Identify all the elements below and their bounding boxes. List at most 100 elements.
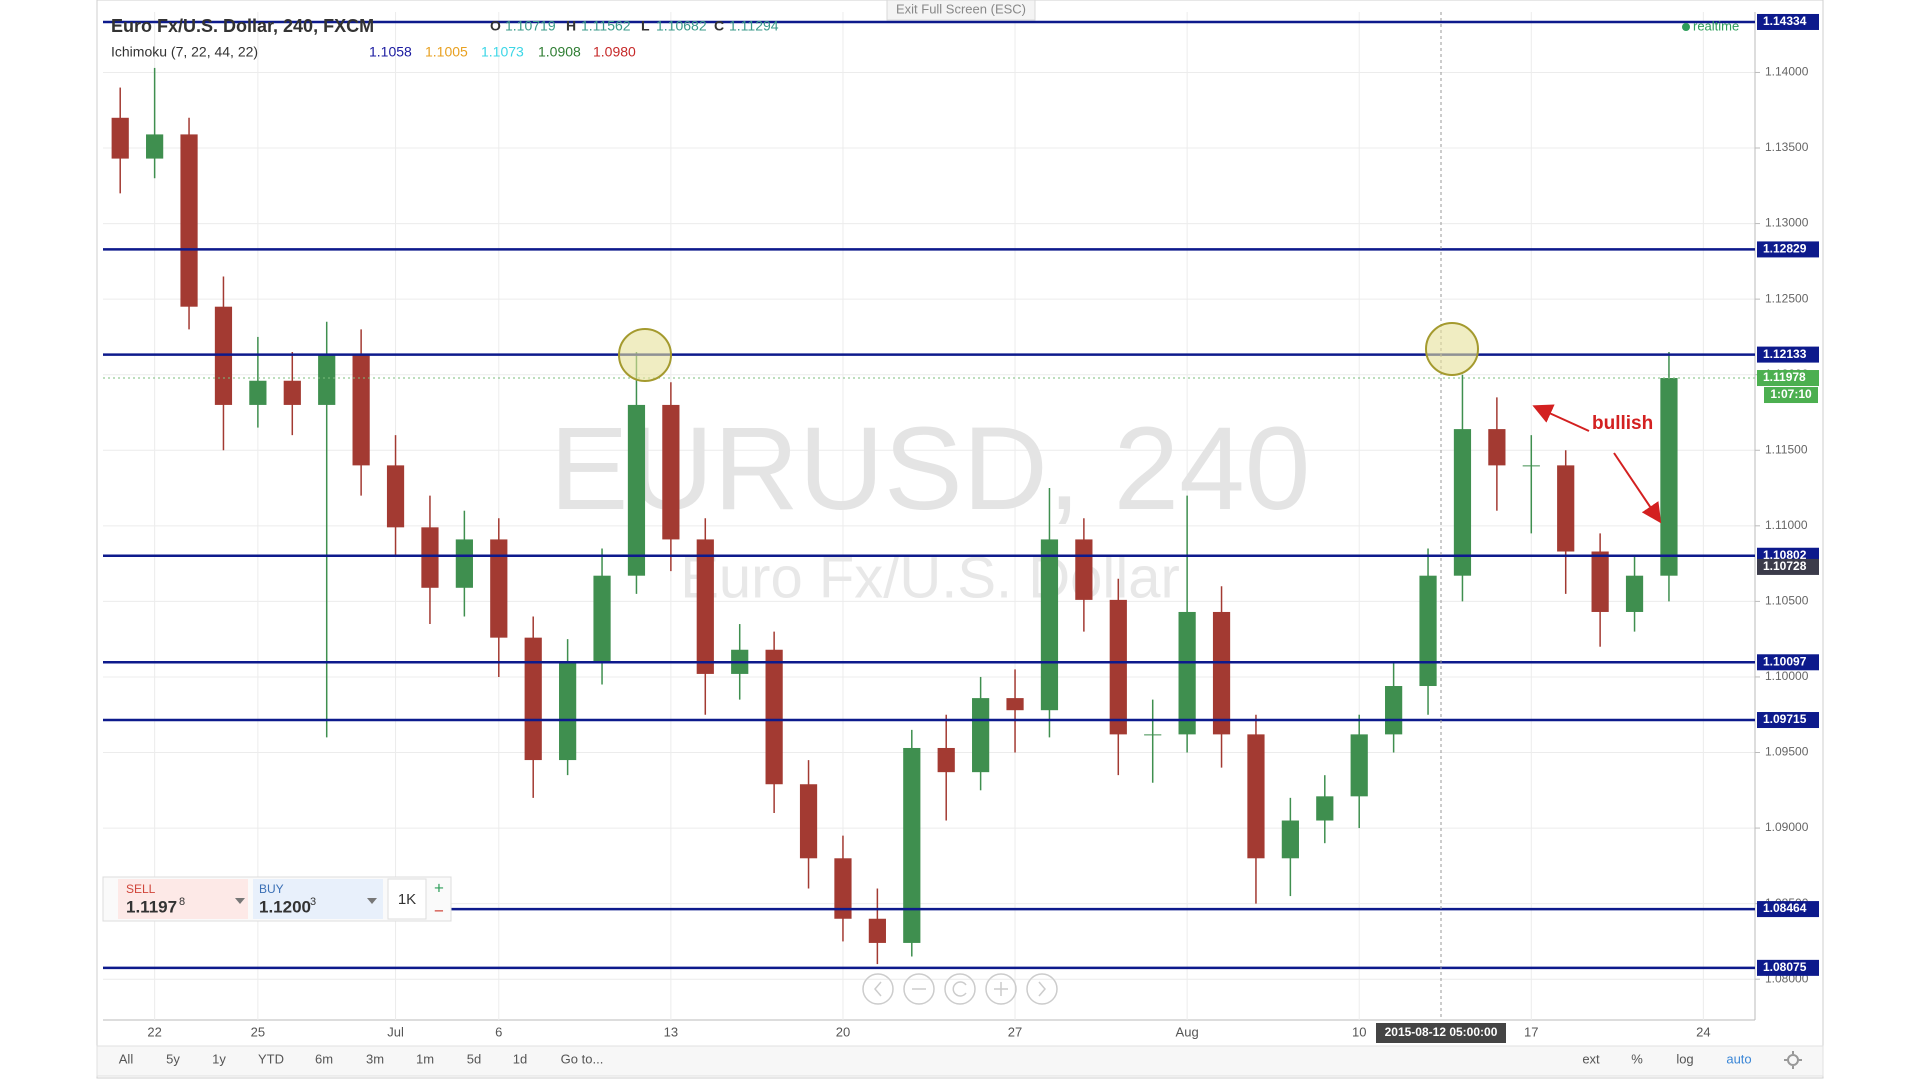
candle-body	[318, 355, 336, 405]
y-tick-label: 1.13500	[1765, 140, 1809, 154]
nav-left[interactable]	[862, 973, 894, 1005]
range-button[interactable]: 5y	[166, 1051, 180, 1066]
x-tick-label: 24	[1696, 1024, 1710, 1039]
range-button[interactable]: All	[119, 1051, 134, 1066]
ohlc-key: L	[641, 18, 650, 34]
zoom-in-icon[interactable]	[994, 982, 1008, 996]
nav-right[interactable]	[1026, 973, 1058, 1005]
x-tick-label: 13	[664, 1024, 678, 1039]
zoom-out[interactable]	[903, 973, 935, 1005]
buy-label[interactable]: BUY	[259, 882, 284, 896]
sell-price[interactable]: 1.1197	[126, 897, 177, 916]
quantity-box[interactable]	[387, 878, 427, 920]
settings-gear-teeth[interactable]	[1784, 1051, 1802, 1069]
reset-icon[interactable]	[952, 981, 967, 997]
candle-body	[1040, 539, 1059, 711]
candle-body	[1488, 429, 1506, 466]
sell-label[interactable]: SELL	[126, 882, 156, 896]
option-button[interactable]: %	[1631, 1051, 1643, 1066]
buy-price[interactable]: 1.1200	[259, 897, 311, 916]
ohlc-key: C	[714, 18, 724, 34]
ohlc-key: O	[490, 18, 501, 34]
x-tick-label: Aug	[1176, 1024, 1199, 1039]
range-button[interactable]: YTD	[258, 1051, 284, 1066]
realtime-dot	[1682, 23, 1690, 31]
level-label-box	[1757, 654, 1819, 671]
candle-body	[421, 527, 439, 588]
settings-gear[interactable]	[1787, 1054, 1799, 1066]
candle-body	[593, 575, 611, 662]
option-button[interactable]: ext	[1582, 1051, 1600, 1066]
x-tick-label: 17	[1524, 1024, 1538, 1039]
settings-icon[interactable]	[1784, 1051, 1802, 1069]
exit-fullscreen-button[interactable]	[886, 0, 1036, 21]
highlight-circle	[1425, 322, 1479, 376]
candle-body	[1660, 378, 1678, 576]
exit-fullscreen-label[interactable]: Exit Full Screen (ESC)	[896, 1, 1026, 16]
level-label: 1.09715	[1763, 712, 1807, 726]
buy-button[interactable]	[253, 879, 383, 919]
range-button[interactable]: 1y	[212, 1051, 226, 1066]
y-tick-label: 1.10500	[1765, 594, 1809, 608]
zoom-in[interactable]	[985, 973, 1017, 1005]
x-tick-label: 20	[836, 1024, 850, 1039]
range-button[interactable]: 3m	[366, 1051, 384, 1066]
y-tick-label: 1.13000	[1765, 216, 1809, 230]
x-tick-label: Jul	[387, 1024, 404, 1039]
candle-body	[937, 747, 955, 773]
realtime-status: realtime	[1693, 18, 1739, 33]
ohlc-value: 1.11294	[729, 18, 779, 34]
quantity-minus[interactable]: −	[434, 901, 444, 920]
option-button[interactable]: auto	[1726, 1051, 1751, 1066]
buy-pip[interactable]: 3	[310, 896, 316, 908]
candle-body	[559, 661, 577, 761]
nav-right-icon[interactable]	[1038, 981, 1046, 997]
annotation-arrow	[1613, 452, 1662, 524]
candle-body	[111, 117, 129, 159]
range-button[interactable]: 6m	[315, 1051, 333, 1066]
level-label-box	[1757, 959, 1819, 976]
candle-body	[283, 380, 301, 405]
toolbar-items: All 5y 1y YTD 6m 3m 1m 5d 1d Go to... ext% log auto	[119, 1051, 1752, 1066]
goto-button[interactable]: Go to...	[561, 1051, 604, 1066]
ohlc-value: 1.11562	[581, 18, 631, 34]
nav-left-icon[interactable]	[874, 981, 882, 997]
ohlc-readout: O 1.10719 H 1.11562 L 1.10682 C 1.11294	[490, 18, 779, 34]
y-tick-label: 1.10000	[1765, 669, 1809, 683]
quantity-plus[interactable]: +	[434, 878, 444, 897]
range-button[interactable]: 1d	[513, 1051, 527, 1066]
candle-body	[1316, 796, 1334, 821]
option-button[interactable]: log	[1676, 1051, 1693, 1066]
dropdown-icon[interactable]	[235, 898, 245, 904]
range-button[interactable]: 5d	[467, 1051, 481, 1066]
x-tick-label: 10	[1352, 1024, 1366, 1039]
range-button[interactable]: 1m	[416, 1051, 434, 1066]
x-tick-label: 27	[1008, 1024, 1022, 1039]
candle-body	[1350, 734, 1368, 797]
candle-body	[490, 539, 508, 638]
candle-body	[1453, 429, 1472, 576]
sell-pip[interactable]: 8	[179, 896, 185, 908]
reset[interactable]	[944, 973, 976, 1005]
candle-body	[662, 404, 680, 540]
sell-button[interactable]	[118, 879, 248, 919]
candle-body	[1109, 599, 1127, 735]
candle-body	[765, 649, 783, 785]
candle-body	[455, 539, 473, 588]
y-tick-label: 1.09000	[1765, 820, 1809, 834]
candle-body	[524, 637, 542, 761]
quantity[interactable]: 1K	[398, 891, 416, 908]
indicator-value: 1.1058	[369, 44, 412, 60]
annotation-arrow	[1532, 404, 1590, 432]
candle-body	[1178, 611, 1196, 735]
candle-body	[352, 355, 370, 466]
ohlc-key: H	[566, 18, 576, 34]
candle-body	[1075, 539, 1093, 600]
dropdown-icon[interactable]	[367, 898, 377, 904]
trade-panel: SELL 1.1197 8 BUY 1.1200 3 1K + −	[102, 876, 452, 922]
candle-body	[146, 134, 164, 159]
symbol-title[interactable]: Euro Fx/U.S. Dollar, 240, FXCM	[111, 16, 374, 36]
last-price-label: 1.11978	[1763, 370, 1806, 384]
indicator-name[interactable]: Ichimoku (7, 22, 44, 22)	[111, 44, 258, 60]
countdown-box	[1764, 387, 1818, 404]
